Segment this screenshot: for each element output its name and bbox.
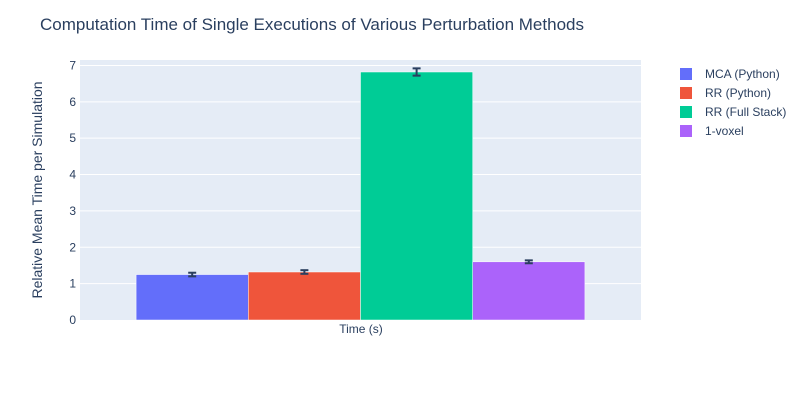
y-axis-title: Relative Mean Time per Simulation (29, 81, 45, 298)
legend-label: RR (Full Stack) (705, 105, 786, 119)
plot-area: 0 1 2 3 4 5 6 7 (69, 58, 641, 327)
x-axis-title: Time (s) (339, 322, 383, 336)
y-tick-label: 6 (69, 95, 76, 109)
bar (360, 71, 473, 321)
y-tick-label: 4 (69, 168, 76, 182)
y-tick-label: 1 (69, 277, 76, 291)
legend-label: MCA (Python) (705, 67, 780, 81)
bar (472, 261, 586, 321)
legend-label: 1-voxel (705, 124, 744, 138)
y-tick-label: 0 (69, 313, 76, 327)
y-tick-label: 7 (69, 58, 76, 72)
bar (135, 274, 249, 321)
y-tick-label: 5 (69, 131, 76, 145)
legend-label: RR (Python) (705, 86, 771, 100)
legend-swatch (680, 125, 692, 137)
chart-title: Computation Time of Single Executions of… (40, 15, 584, 34)
legend-swatch (680, 87, 692, 99)
y-tick-label: 3 (69, 204, 76, 218)
y-tick-label: 2 (69, 240, 76, 254)
bar (248, 271, 361, 321)
legend-swatch (680, 106, 692, 118)
legend: MCA (Python) RR (Python) RR (Full Stack) 1-… (680, 67, 786, 138)
legend-swatch (680, 68, 692, 80)
